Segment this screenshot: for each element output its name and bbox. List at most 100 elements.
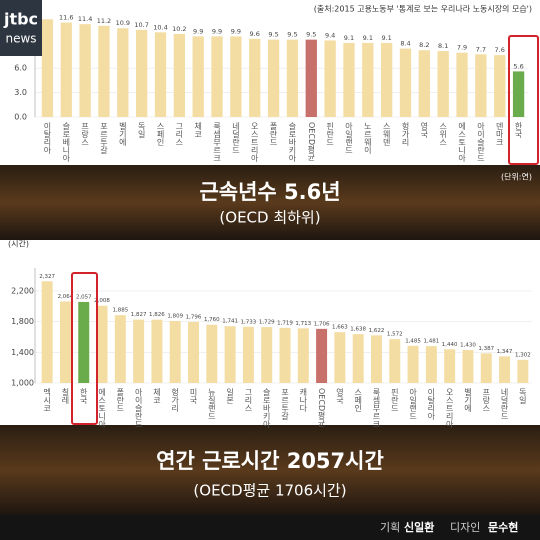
chart-title: 근속년수 5.6년 <box>199 180 340 204</box>
x-tick-label: 에스토니아 <box>457 122 466 163</box>
bar <box>136 29 148 117</box>
bottom-band <box>0 425 540 515</box>
value-label: 9.5 <box>287 31 297 39</box>
value-label: 9.9 <box>231 27 241 35</box>
value-label: 1,719 <box>277 320 293 326</box>
bar <box>41 19 54 118</box>
value-label: 1,713 <box>295 321 311 327</box>
bar <box>78 301 90 383</box>
value-label: 9.1 <box>381 34 391 42</box>
x-tick-label: 독일 <box>518 388 527 404</box>
x-tick-label: 슬로바키아 <box>262 387 271 429</box>
x-tick-label: 스페인 <box>354 388 363 412</box>
x-tick-label: 스페인 <box>156 122 165 146</box>
value-label: 1,387 <box>478 346 494 352</box>
value-label: 1,729 <box>259 320 275 326</box>
source: (출처:2015 고용노동부 '통계로 보는 우리나라 노동시장의 모습') <box>314 4 532 14</box>
bar <box>249 38 261 118</box>
value-label: 9.9 <box>193 27 203 35</box>
x-tick-label: 폴란드 <box>269 122 278 146</box>
value-label: 1,485 <box>405 338 421 344</box>
x-tick-label: 체코 <box>194 121 203 138</box>
value-label: 2,057 <box>76 294 92 300</box>
value-label: 1,741 <box>222 319 238 325</box>
x-tick-label: 영국 <box>420 121 429 139</box>
bar <box>79 24 91 117</box>
value-label: 10.2 <box>172 25 186 33</box>
value-label: 7.6 <box>495 46 505 54</box>
highlight-box <box>508 35 539 165</box>
x-tick-label: 헝가리 <box>170 388 179 413</box>
x-tick-label: 멕시코 <box>43 387 52 412</box>
bar <box>59 301 71 383</box>
bar <box>418 50 430 117</box>
x-tick-label: 포르투갈 <box>99 122 108 154</box>
x-tick-label: 스위스 <box>439 122 448 146</box>
x-tick-label: 프랑스 <box>80 122 89 146</box>
bar <box>96 305 108 383</box>
x-tick-label: OECD평균 <box>307 122 316 161</box>
bar <box>425 346 437 383</box>
value-label: 1,885 <box>112 308 128 314</box>
x-tick-label: 네덜란드 <box>500 388 509 420</box>
x-tick-label: 뉴질랜드 <box>207 388 216 420</box>
bar <box>151 319 163 383</box>
bar <box>381 42 393 117</box>
y-tick-label: 1,400 <box>11 348 34 357</box>
x-tick-label: 벨기에 <box>118 121 127 147</box>
bar <box>230 36 242 118</box>
x-tick-label: 아일랜드 <box>344 121 353 154</box>
x-tick-label: 독일 <box>137 122 146 138</box>
value-label: 1,302 <box>515 352 531 358</box>
bar <box>316 328 328 383</box>
credit-name: 문수현 <box>488 520 518 534</box>
x-tick-label: 그리스 <box>175 122 184 146</box>
bar <box>211 36 223 118</box>
bar <box>343 42 355 117</box>
value-label: 10.4 <box>153 23 167 31</box>
bar <box>169 320 181 383</box>
value-label: 1,347 <box>497 349 513 355</box>
bar <box>286 39 299 118</box>
bar <box>154 32 167 117</box>
bar <box>117 28 129 117</box>
bar <box>399 48 412 117</box>
x-tick-label: 네덜란드 <box>231 122 240 154</box>
credit-name: 신일환 <box>404 520 434 534</box>
x-tick-label: 아이슬란드 <box>134 387 143 428</box>
value-label: 9.5 <box>306 31 316 39</box>
bar <box>352 334 364 383</box>
value-label: 11.2 <box>97 17 111 25</box>
bar <box>389 339 401 383</box>
credit-role: 기획 <box>380 521 400 534</box>
bar <box>60 22 72 118</box>
chart-subtitle: (OECD평균 1706시간) <box>193 482 346 500</box>
x-tick-label: 칠레 <box>61 388 70 405</box>
bar <box>456 52 468 117</box>
value-label: 1,706 <box>314 321 330 327</box>
value-label: 11.4 <box>78 15 92 23</box>
x-tick-label: 덴마크 <box>495 122 504 146</box>
logo-box <box>0 0 42 56</box>
x-tick-label: 폴란드 <box>116 388 125 412</box>
x-tick-label: 슬로바키아 <box>288 121 297 163</box>
bar <box>494 55 506 117</box>
value-label: 10.9 <box>116 19 130 27</box>
bar <box>188 321 200 383</box>
x-tick-label: 영국 <box>335 387 344 405</box>
value-label: 2,064 <box>58 294 74 300</box>
value-label: 7.7 <box>476 45 486 53</box>
x-tick-label: 캐나다 <box>298 388 307 413</box>
value-label: 1,663 <box>332 325 348 331</box>
bar <box>324 40 336 118</box>
bar <box>133 319 145 383</box>
value-label: 7.9 <box>457 44 467 52</box>
bar <box>517 359 529 383</box>
value-label: 9.6 <box>250 30 260 38</box>
value-label: 2,008 <box>94 298 110 304</box>
bar <box>41 281 53 383</box>
y-tick-label: 6.0 <box>14 64 27 73</box>
value-label: 9.1 <box>344 34 354 42</box>
chart-title: 연간 근로시간 2057시간 <box>156 449 384 473</box>
x-tick-label: 핀란드 <box>325 122 334 146</box>
